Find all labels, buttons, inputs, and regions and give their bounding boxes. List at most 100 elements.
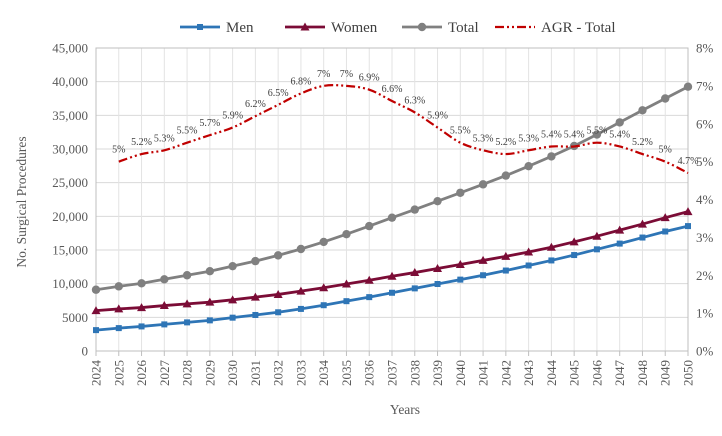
point-total bbox=[524, 161, 533, 171]
agr-data-label: 7% bbox=[317, 69, 330, 80]
point-men bbox=[411, 285, 418, 292]
point-women bbox=[341, 279, 351, 288]
legend-marker bbox=[300, 22, 310, 31]
point-women bbox=[410, 268, 420, 277]
agr-data-label: 5.3% bbox=[518, 133, 539, 144]
y2-axis: 0% 1% 2% 3% 4% 5% 6% 7% 8% bbox=[696, 41, 714, 359]
agr-data-label: 5.2% bbox=[632, 137, 653, 148]
series-line-agr-total bbox=[118, 84, 689, 174]
agr-data-label: 5.9% bbox=[222, 111, 243, 122]
y2-tick-label: 8% bbox=[696, 41, 714, 56]
agr-data-label: 6.9% bbox=[359, 73, 380, 84]
y-tick-label: 40,000 bbox=[52, 74, 88, 89]
agr-data-label: 5.4% bbox=[541, 129, 562, 140]
point-men bbox=[206, 317, 213, 324]
point-total bbox=[114, 282, 123, 291]
y2-tick-label: 6% bbox=[696, 116, 714, 131]
y2-tick-label: 5% bbox=[696, 154, 714, 169]
y-tick-label: 45,000 bbox=[52, 41, 88, 56]
point-total bbox=[661, 94, 670, 103]
y-tick-label: 15,000 bbox=[52, 243, 88, 258]
legend-label: AGR - Total bbox=[541, 20, 616, 36]
point-men bbox=[593, 246, 600, 253]
x-tick-label: 2042 bbox=[498, 360, 513, 386]
x-tick-label: 2045 bbox=[567, 360, 582, 386]
agr-data-label: 5.3% bbox=[154, 133, 175, 144]
point-men bbox=[571, 252, 578, 259]
agr-data-label: 6.3% bbox=[404, 95, 425, 106]
agr-data-label: 6.2% bbox=[245, 99, 266, 110]
point-men bbox=[93, 327, 99, 334]
point-women bbox=[660, 213, 670, 222]
x-tick-label: 2025 bbox=[111, 360, 126, 386]
point-women bbox=[592, 231, 602, 240]
agr-data-label: 7% bbox=[340, 69, 353, 80]
point-men bbox=[685, 223, 691, 230]
point-women bbox=[501, 251, 511, 260]
point-men bbox=[548, 257, 555, 264]
point-total bbox=[365, 221, 374, 231]
agr-data-label: 5.2% bbox=[131, 137, 152, 148]
legend: Men Women Total AGR - Total bbox=[180, 20, 616, 36]
point-women bbox=[683, 207, 693, 216]
y2-tick-label: 2% bbox=[696, 268, 714, 283]
point-men bbox=[616, 240, 623, 247]
x-tick-label: 2049 bbox=[658, 360, 673, 386]
point-men bbox=[184, 319, 191, 326]
series-total bbox=[91, 82, 693, 294]
point-total bbox=[592, 130, 602, 139]
y-tick-label: 35,000 bbox=[52, 108, 88, 123]
x-tick-label: 2034 bbox=[316, 360, 331, 387]
point-women bbox=[114, 304, 124, 313]
point-total bbox=[228, 261, 237, 271]
point-men bbox=[525, 262, 532, 269]
point-total bbox=[387, 213, 397, 222]
point-women bbox=[91, 306, 101, 315]
point-total bbox=[160, 275, 169, 284]
point-women bbox=[273, 289, 283, 298]
point-women bbox=[546, 242, 556, 251]
point-women bbox=[615, 225, 625, 234]
point-women bbox=[478, 255, 488, 264]
agr-data-label: 5.5% bbox=[587, 126, 608, 137]
point-men bbox=[434, 281, 441, 288]
agr-data-label: 5.9% bbox=[427, 111, 448, 122]
point-men bbox=[457, 276, 464, 283]
series-women bbox=[91, 207, 693, 315]
point-total bbox=[205, 267, 215, 276]
y-tick-label: 30,000 bbox=[52, 142, 88, 157]
legend-label: Men bbox=[226, 20, 254, 36]
legend-marker bbox=[197, 24, 203, 30]
x-tick-label: 2041 bbox=[476, 360, 491, 386]
point-total bbox=[251, 256, 260, 266]
y-tick-label: 20,000 bbox=[52, 209, 88, 224]
y-tick-label: 10,000 bbox=[52, 276, 88, 291]
agr-data-label: 6.6% bbox=[382, 84, 403, 95]
x-tick-label: 2046 bbox=[589, 360, 604, 387]
legend-item-agr-total: AGR - Total bbox=[495, 20, 616, 36]
point-total bbox=[342, 229, 351, 239]
x-tick-label: 2024 bbox=[89, 360, 104, 387]
point-men bbox=[480, 272, 487, 279]
point-total bbox=[273, 251, 283, 260]
agr-data-label: 5% bbox=[112, 145, 125, 156]
point-women bbox=[637, 219, 647, 228]
x-tick-label: 2030 bbox=[225, 360, 240, 386]
x-tick-label: 2029 bbox=[202, 360, 217, 386]
agr-data-label: 4.7% bbox=[678, 156, 699, 167]
point-total bbox=[137, 279, 146, 288]
x-tick-label: 2043 bbox=[521, 360, 536, 386]
point-men bbox=[275, 309, 282, 316]
agr-data-label: 5.5% bbox=[177, 126, 198, 137]
x-tick-label: 2048 bbox=[635, 360, 650, 386]
x-axis: 2024 2025 2026 2027 2028 2029 2030 2031 2032 2033… bbox=[89, 351, 696, 386]
x-tick-label: 2047 bbox=[612, 360, 627, 387]
point-total bbox=[182, 271, 192, 280]
point-total bbox=[478, 180, 488, 189]
agr-data-label: 6.5% bbox=[268, 88, 289, 99]
point-total bbox=[296, 244, 306, 254]
x-tick-label: 2038 bbox=[407, 360, 422, 386]
x-tick-label: 2028 bbox=[180, 360, 195, 386]
point-men bbox=[297, 305, 304, 312]
